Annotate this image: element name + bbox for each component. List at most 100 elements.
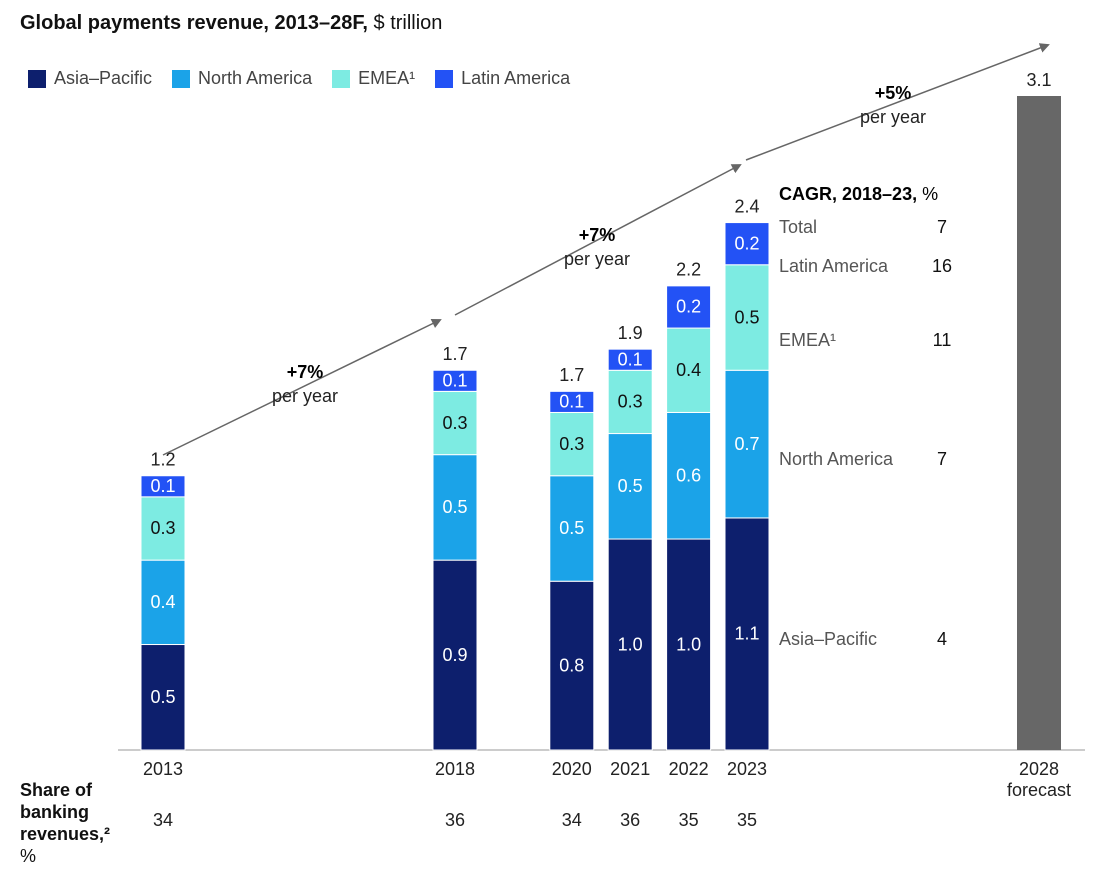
legend-label: North America — [198, 68, 313, 88]
total-label: 1.9 — [618, 323, 643, 343]
segment-label: 0.1 — [618, 349, 643, 369]
annotation-subtext: per year — [272, 386, 338, 406]
forecast-bar — [1017, 96, 1061, 750]
bar-segment — [549, 390, 595, 413]
legend-item: Latin America — [435, 68, 570, 89]
trend-arrow — [162, 319, 442, 456]
segment-label: 0.1 — [150, 476, 175, 496]
cagr-unit: % — [922, 184, 938, 204]
legend-label: EMEA¹ — [358, 68, 416, 88]
total-label: 1.7 — [442, 344, 467, 364]
x-tick-label: 2013 — [142, 759, 184, 779]
segment-label: 0.1 — [442, 371, 467, 391]
share-unit: % — [20, 846, 37, 866]
segment-label: 0.3 — [442, 413, 467, 433]
bar-segment — [140, 559, 186, 646]
x-tick-label: 2022 — [668, 759, 709, 779]
share-value: 35 — [737, 810, 757, 830]
chart-unit: $ trillion — [373, 12, 443, 34]
chart-title: Global payments revenue, 2013–28F, — [20, 12, 368, 34]
bar-segment — [607, 538, 653, 751]
bar-segment — [607, 369, 653, 435]
trend-arrow — [745, 43, 1050, 161]
legend-swatch — [172, 69, 191, 88]
trend-arrow — [454, 164, 742, 316]
share-value: 36 — [445, 810, 465, 830]
x-tick-label: 2018 — [434, 759, 476, 779]
cagr-row-label: EMEA¹ — [779, 330, 836, 350]
x-tick-label: 2028 forecast — [1006, 759, 1072, 800]
cagr-row-label: Latin America — [779, 256, 889, 276]
share-value: 35 — [679, 810, 699, 830]
cagr-title-text: CAGR, 2018–23, — [779, 184, 917, 204]
total-label: 2.4 — [734, 196, 759, 216]
segment-label: 0.3 — [150, 518, 175, 538]
x-tick-label: 2023 — [726, 759, 768, 779]
bar-segment — [607, 433, 653, 540]
bar-segment — [724, 369, 770, 519]
segment-label: 0.5 — [618, 476, 643, 496]
bar-segment — [666, 538, 712, 751]
bar-segment — [666, 411, 712, 540]
legend-swatch — [332, 69, 351, 88]
share-label-block: Share of banking revenues,²% — [20, 779, 140, 867]
bar-segment — [140, 644, 186, 751]
annotation-subtext: per year — [564, 249, 630, 269]
segment-label: 0.3 — [618, 392, 643, 412]
legend-item: EMEA¹ — [332, 68, 415, 89]
segment-label: 0.4 — [676, 360, 701, 380]
share-label: Share of banking revenues,² — [20, 780, 111, 844]
bar-segment — [549, 580, 595, 751]
segment-label: 1.0 — [618, 634, 643, 654]
cagr-row-label: Total — [779, 217, 817, 237]
legend: Asia–Pacific North America EMEA¹ Latin Amer… — [28, 68, 570, 89]
legend-swatch — [28, 69, 46, 88]
cagr-row-value: 7 — [937, 217, 947, 237]
x-tick-label: 2020 — [551, 759, 592, 779]
total-label: 2.2 — [676, 260, 701, 280]
bar-segment — [432, 454, 478, 561]
segment-label: 0.5 — [442, 497, 467, 517]
segment-label: 0.6 — [676, 465, 701, 485]
segment-label: 0.5 — [734, 307, 759, 327]
legend-item: North America — [172, 68, 312, 89]
legend-swatch — [435, 69, 454, 88]
bar-segment — [549, 411, 595, 477]
cagr-row-label: Asia–Pacific — [779, 629, 877, 649]
cagr-row-label: North America — [779, 449, 894, 469]
total-label: 1.2 — [150, 449, 175, 469]
segment-label: 0.4 — [150, 592, 175, 612]
bar-segment — [140, 475, 186, 498]
chart-title-block: Global payments revenue, 2013–28F, $ tri… — [20, 12, 442, 35]
segment-label: 0.2 — [676, 297, 701, 317]
bar-segment — [432, 559, 478, 751]
cagr-title: CAGR, 2018–23,% — [779, 184, 938, 204]
bar-segment — [549, 475, 595, 582]
legend-label: Latin America — [461, 68, 571, 88]
segment-label: 1.0 — [676, 634, 701, 654]
cagr-row-value: 7 — [937, 449, 947, 469]
cagr-row-value: 16 — [932, 256, 952, 276]
bar-segment — [666, 285, 712, 329]
cagr-row-value: 11 — [933, 330, 952, 350]
share-value: 34 — [562, 810, 582, 830]
bar-segment — [432, 369, 478, 392]
annotation-value: +7% — [287, 362, 324, 382]
bar-segment — [666, 327, 712, 413]
segment-label: 0.3 — [559, 434, 584, 454]
x-tick-label: 2021 — [610, 759, 651, 779]
annotation-value: +5% — [875, 83, 912, 103]
segment-label: 0.8 — [559, 655, 584, 675]
bar-segment — [724, 222, 770, 266]
legend-item: Asia–Pacific — [28, 68, 152, 89]
segment-label: 0.9 — [442, 645, 467, 665]
segment-label: 0.1 — [559, 392, 584, 412]
annotation-value: +7% — [579, 225, 616, 245]
total-label: 3.1 — [1026, 70, 1051, 90]
segment-label: 0.5 — [150, 687, 175, 707]
segment-label: 0.2 — [734, 233, 759, 253]
share-value: 34 — [153, 810, 173, 830]
segment-label: 1.1 — [734, 624, 759, 644]
